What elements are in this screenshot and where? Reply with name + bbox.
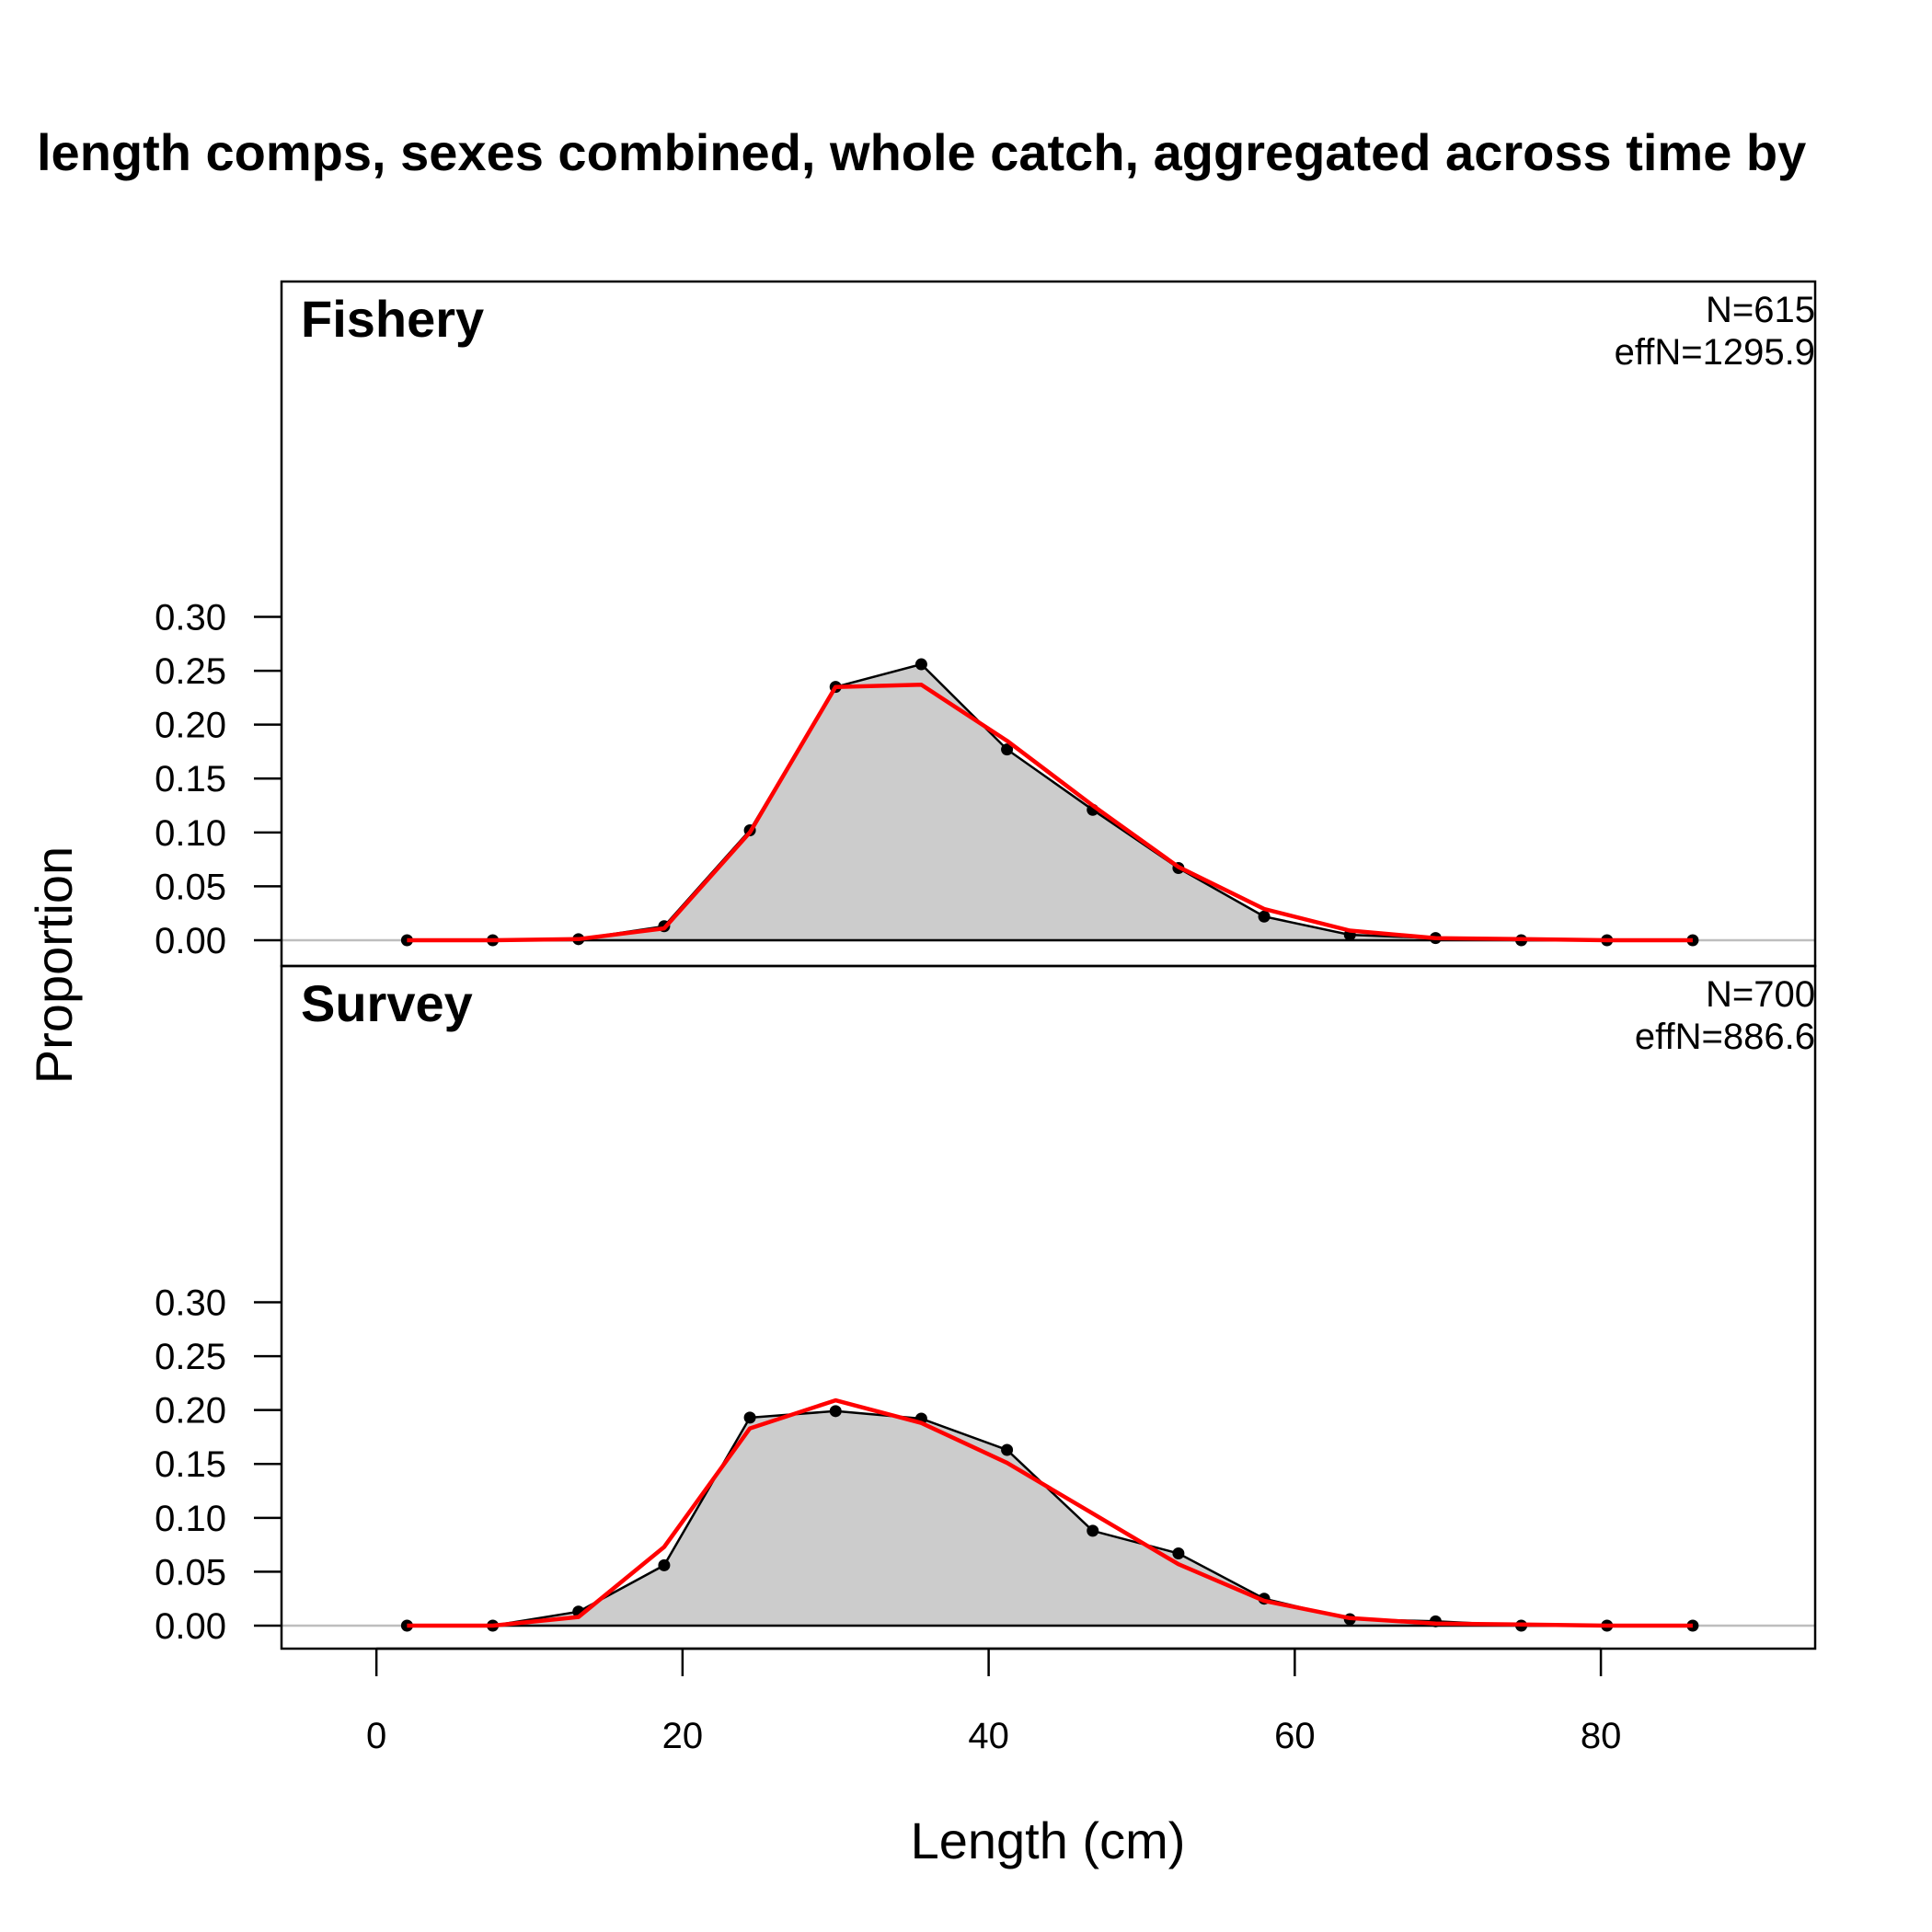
y-tick-label: 0.25 [155,651,226,692]
y-tick-label: 0.15 [155,759,226,799]
n-label: N=700 [1706,974,1815,1015]
y-tick-label: 0.20 [155,1391,226,1432]
x-tick-label: 20 [662,1716,704,1756]
y-axis-label: Proportion [25,846,83,1084]
y-tick-label: 0.15 [155,1444,226,1485]
effn-label: effN=886.6 [1635,1017,1815,1057]
y-tick-label: 0.20 [155,706,226,746]
y-tick-label: 0.05 [155,1552,226,1593]
observed-point [1172,1547,1185,1559]
panel-label: Fishery [301,290,484,348]
observed-point [658,1558,671,1571]
expected-line [407,1397,1693,1628]
x-axis-label: Length (cm) [911,1811,1186,1869]
panel-survey: 0.00 0.05 0.10 0.15 0.20 0.25 0.30 Survey N=700e… [155,964,1817,1650]
observed-area [407,664,1693,940]
observed-point [914,658,927,671]
y-tick-label: 0.10 [155,813,226,854]
observed-point [743,1411,756,1424]
observed-point [1001,1443,1014,1456]
panel-fishery: 0.00 0.05 0.10 0.15 0.20 0.25 0.30 Fishery N=615… [155,280,1817,968]
n-label: N=615 [1706,290,1815,330]
effn-label: effN=1295.9 [1615,332,1815,373]
y-tick-label: 0.30 [155,1282,226,1323]
observed-area [407,1410,1693,1626]
observed-point [1001,743,1014,756]
y-tick-label: 0.25 [155,1337,226,1377]
observed-point [1258,910,1271,923]
observed-point [1686,1619,1699,1632]
y-tick-label: 0.10 [155,1499,226,1539]
y-tick-label: 0.30 [155,597,226,638]
expected-line [407,683,1693,943]
x-tick-label: 0 [366,1716,386,1756]
observed-point [1087,1524,1099,1537]
x-tick-label: 40 [968,1716,1009,1756]
panels: 0.00 0.05 0.10 0.15 0.20 0.25 0.30 Fishery N=615… [155,280,1817,1650]
x-axis: 0 20 40 60 80 [366,1647,1622,1756]
chart-title: length comps, sexes combined, whole catc… [37,123,1806,181]
y-tick-label: 0.00 [155,1606,226,1647]
y-tick-label: 0.05 [155,867,226,907]
x-tick-label: 60 [1274,1716,1316,1756]
observed-point [829,1405,842,1418]
x-tick-label: 80 [1581,1716,1622,1756]
observed-point [1686,934,1699,947]
panel-label: Survey [301,974,473,1032]
y-tick-label: 0.00 [155,921,226,961]
